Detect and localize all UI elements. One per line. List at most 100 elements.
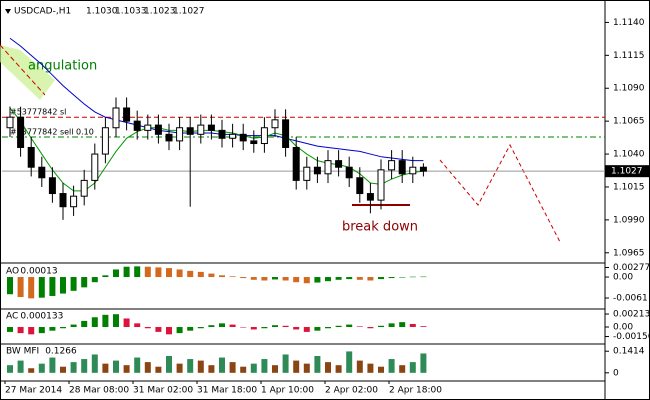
moving-average (9, 37, 424, 162)
indicator-bar (325, 277, 331, 282)
indicator-bar (272, 277, 278, 280)
indicator-bar (28, 327, 35, 335)
candle-body (218, 129, 226, 139)
indicator-bar (134, 357, 141, 373)
y-tick-label: 1.1040 (613, 150, 645, 160)
price-box (605, 165, 649, 178)
x-tick-label: 1 Apr 10:00 (261, 386, 314, 396)
indicator-bar (208, 273, 215, 278)
price-label: 1.1027 (611, 167, 643, 177)
indicator-bar (240, 277, 247, 279)
y-tick-label: -0.0061 (613, 294, 648, 304)
y-tick-label: 1.1115 (613, 51, 645, 61)
x-tick-label: 2 Apr 18:00 (389, 386, 442, 396)
y-tick-label: 0.1414 (613, 347, 645, 357)
indicator-bar (166, 356, 172, 373)
indicator-bar (155, 267, 162, 278)
candle-body (17, 116, 25, 148)
candle-body (303, 166, 311, 181)
indicator-bar (38, 363, 45, 373)
indicator-bar (346, 277, 353, 280)
indicator-bar (17, 360, 24, 373)
indicator-bar (409, 276, 416, 278)
angulation-zone (0, 45, 55, 100)
indicator-bar (303, 363, 310, 373)
indicator-bar (197, 360, 204, 373)
indicator-bar (144, 266, 151, 278)
indicator-bar (176, 363, 183, 373)
candle-body (292, 146, 300, 181)
candle-body (165, 133, 173, 142)
indicator-bar (70, 277, 77, 291)
indicator-bar (7, 365, 13, 373)
indicator-bar (314, 277, 321, 283)
y-tick-label: 1.0965 (613, 248, 645, 258)
indicator-bar (293, 360, 300, 373)
candle-body (91, 153, 99, 181)
y-tick-label: 1.1015 (613, 182, 645, 192)
indicator-bar (303, 327, 310, 332)
indicator-bar (155, 366, 162, 373)
candle-body (70, 195, 78, 208)
candle-body (271, 119, 279, 129)
indicator-bar (420, 326, 427, 328)
angulation-line (0, 44, 46, 96)
indicator-bar (250, 363, 257, 373)
indicator-bar (335, 277, 342, 280)
y-tick-label: 1.0990 (613, 215, 645, 225)
indicator-bar (314, 356, 321, 373)
indicator-bar (81, 277, 88, 288)
indicator-bar (272, 325, 278, 328)
indicator-bar (346, 324, 353, 328)
candle-body (176, 127, 184, 142)
indicator-value: 0.1266 (45, 347, 77, 357)
indicator-bar (229, 362, 236, 373)
indicator-bar (250, 327, 257, 330)
indicator-bar (219, 357, 225, 373)
indicator-bar (28, 368, 35, 373)
indicator-bar (102, 275, 109, 278)
indicator-bar (261, 277, 268, 281)
forecast-line (439, 143, 561, 243)
candle-body (377, 169, 385, 201)
indicator-bar (325, 362, 331, 373)
x-tick-label: 31 Mar 18:00 (197, 386, 257, 396)
indicator-bar (314, 327, 321, 331)
indicator-bar (399, 322, 406, 328)
indicator-bar (7, 277, 13, 295)
candle-body (313, 166, 321, 175)
indicator-bar (70, 324, 77, 328)
y-tick-label: 1.1140 (613, 18, 645, 28)
indicator-bar (134, 266, 141, 278)
annotation: angulation (28, 59, 97, 74)
y-tick-label: 1.1065 (613, 117, 645, 127)
indicator-bar (49, 327, 56, 331)
order-label: #53777842 sell 0.10 (10, 127, 94, 136)
indicator-bar (187, 327, 194, 331)
candle-body (38, 166, 46, 179)
candle-body (133, 120, 141, 131)
indicator-bar (81, 359, 88, 373)
indicator-bar (155, 327, 162, 332)
indicator-bar (60, 366, 66, 373)
candle-body (80, 179, 88, 197)
indicator-bar (166, 268, 172, 278)
header-open: 1.1030 (86, 7, 118, 17)
indicator-bar (325, 327, 331, 329)
indicator-bar (60, 277, 66, 294)
candle-body (48, 177, 56, 195)
indicator-bar (49, 277, 56, 296)
indicator-bar (81, 320, 88, 328)
indicator-bar (356, 360, 363, 373)
x-tick-label: 31 Mar 02:00 (133, 386, 193, 396)
indicator-bar (399, 277, 406, 278)
indicator-bar (293, 327, 300, 330)
candle-body (6, 116, 14, 129)
indicator-bar (240, 327, 247, 328)
indicator-bar (388, 323, 395, 328)
indicator-bar (91, 354, 98, 373)
indicator-bar (219, 275, 225, 278)
indicator-bar (240, 366, 247, 373)
